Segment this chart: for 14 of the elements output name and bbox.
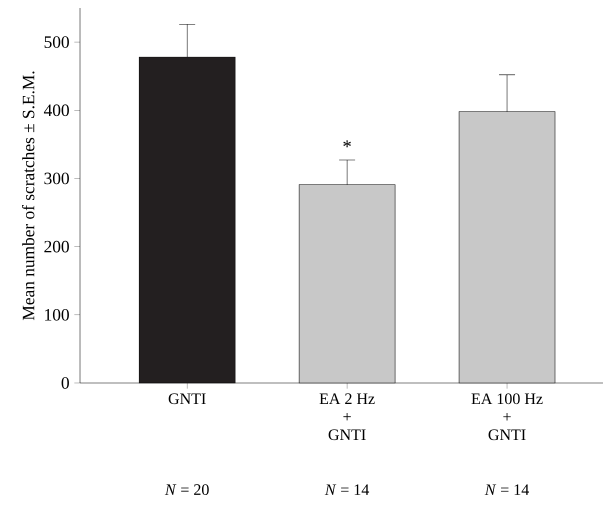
text: N = 14 xyxy=(484,484,530,495)
x-tick-label: GNTI xyxy=(168,393,206,404)
y-tick-label: 400 xyxy=(44,104,69,116)
y-tick-label: 100 xyxy=(45,308,69,321)
text: N = 20 xyxy=(164,484,209,496)
y-tick-label: 200 xyxy=(44,240,69,252)
annotation: * xyxy=(343,140,351,148)
text: N = 14 xyxy=(324,484,370,495)
y-tick-label: 0 xyxy=(62,377,69,389)
y-tick-label: 300 xyxy=(44,172,69,184)
y-tick-label: 500 xyxy=(44,36,69,48)
y-axis-title: Mean number of scratches ± S.E.M. xyxy=(22,72,34,320)
x-tick-label: EA 100 Hz + GNTI xyxy=(472,393,543,440)
x-tick-label: EA 2 Hz + GNTI xyxy=(320,393,375,440)
